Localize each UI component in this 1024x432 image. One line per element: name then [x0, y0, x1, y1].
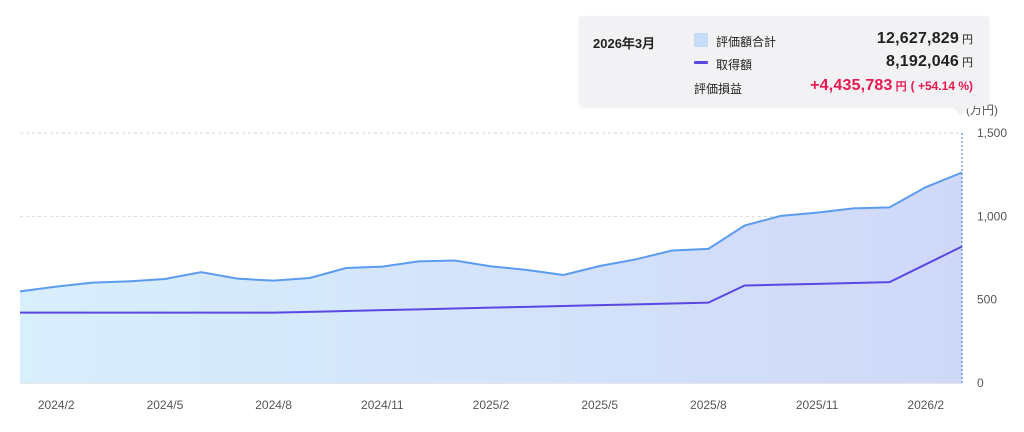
x-tick-label: 2024/11	[361, 398, 404, 412]
x-tick-label: 2026/2	[907, 398, 944, 412]
tooltip-label: 評価額合計	[716, 35, 777, 49]
x-tick-label: 2024/8	[255, 398, 292, 412]
tooltip-caret-icon	[952, 106, 970, 116]
chart-tooltip: 2026年3月 評価額合計 12,627,829 円 取得額 8,192,046 円…	[579, 16, 989, 106]
gain-percent: ( +54.14 %)	[910, 79, 973, 93]
market-value-line	[19, 171, 963, 293]
tooltip-label: 取得額	[716, 58, 753, 72]
tooltip-row-cost: 取得額 8,192,046 円	[694, 53, 973, 75]
tooltip-date: 2026年3月	[593, 36, 656, 51]
y-unit-label: (万円)	[966, 103, 998, 117]
tooltip-label: 評価損益	[694, 82, 743, 96]
x-tick-label: 2024/5	[147, 398, 184, 412]
gain-unit: 円	[895, 81, 907, 93]
gain-value: +4,435,783	[810, 77, 893, 94]
x-tick-label: 2025/5	[581, 398, 618, 412]
x-tick-label: 2025/11	[796, 398, 839, 412]
tooltip-row-market-value: 評価額合計 12,627,829 円	[694, 30, 973, 52]
tooltip-unit: 円	[962, 57, 973, 69]
series	[19, 133, 963, 383]
area-fill	[20, 172, 962, 383]
y-tick-label: 1,000	[977, 209, 1007, 223]
x-tick-label: 2025/8	[690, 398, 727, 412]
axes: 0 500 1,000 1,500 (万円) 2024/2 2024/5 2024/8 2024…	[38, 103, 1007, 412]
line-swatch-icon	[694, 61, 708, 64]
x-tick-label: 2025/2	[473, 398, 510, 412]
cost-line	[20, 245, 963, 314]
tooltip-row-gain: 評価損益 +4,435,783 円( +54.14 %)	[694, 77, 973, 99]
y-tick-label: 0	[977, 376, 984, 390]
tooltip-value: 8,192,046	[886, 53, 959, 70]
area-swatch-icon	[694, 33, 708, 47]
x-tick-label: 2024/2	[38, 398, 75, 412]
tooltip-unit: 円	[962, 34, 973, 46]
y-tick-label: 500	[977, 293, 997, 307]
y-tick-label: 1,500	[977, 126, 1007, 140]
tooltip-value: 12,627,829	[876, 30, 959, 47]
